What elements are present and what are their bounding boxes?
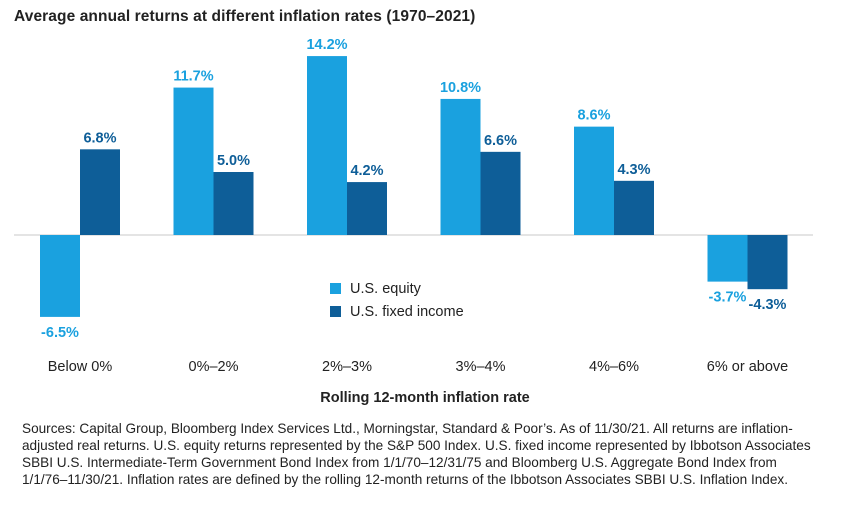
bar-equity-3 bbox=[440, 98, 481, 235]
chart-title: Average annual returns at different infl… bbox=[14, 8, 476, 25]
bar-equity-2 bbox=[307, 56, 347, 235]
bar-equity-4 bbox=[574, 126, 614, 235]
bar-equity-0 bbox=[40, 235, 80, 317]
x-axis-title: Rolling 12-month inflation rate bbox=[320, 390, 529, 406]
bar-fixed-income-1 bbox=[213, 172, 254, 235]
bar-fixed-income-3 bbox=[480, 151, 521, 235]
value-label: 4.3% bbox=[617, 162, 650, 178]
category-label: 0%–2% bbox=[189, 359, 239, 375]
value-label: 6.6% bbox=[484, 133, 517, 149]
bar-chart: -6.5% 6.8% Below 0% 11.7% 5.0% 0%–2% 14.2% 4.2%… bbox=[14, 37, 813, 406]
bar-fixed-income-0 bbox=[80, 149, 120, 235]
bar-fixed-income-5 bbox=[747, 235, 788, 290]
legend-swatch bbox=[330, 283, 341, 294]
value-label: -6.5% bbox=[41, 325, 79, 341]
category-label: 4%–6% bbox=[589, 359, 639, 375]
legend-label: U.S. equity bbox=[350, 281, 422, 297]
value-label: 10.8% bbox=[440, 80, 481, 96]
bar-equity-5 bbox=[707, 235, 748, 282]
category-label: 2%–3% bbox=[322, 359, 372, 375]
category-label: 6% or above bbox=[707, 359, 788, 375]
bar-fixed-income-2 bbox=[347, 182, 387, 235]
value-label: 6.8% bbox=[83, 130, 116, 146]
value-label: 8.6% bbox=[577, 108, 610, 124]
value-label: -4.3% bbox=[749, 297, 787, 313]
legend-label: U.S. fixed income bbox=[350, 304, 464, 320]
value-label: 14.2% bbox=[306, 37, 347, 53]
value-label: 11.7% bbox=[173, 69, 213, 85]
bar-fixed-income-4 bbox=[614, 180, 654, 235]
bar-equity-1 bbox=[173, 87, 214, 235]
category-label: Below 0% bbox=[48, 359, 113, 375]
value-label: 4.2% bbox=[350, 163, 383, 179]
sources-footnote: Sources: Capital Group, Bloomberg Index … bbox=[22, 421, 811, 487]
value-label: 5.0% bbox=[217, 153, 250, 169]
category-label: 3%–4% bbox=[456, 359, 506, 375]
value-label: -3.7% bbox=[709, 290, 747, 306]
legend-swatch bbox=[330, 306, 341, 317]
